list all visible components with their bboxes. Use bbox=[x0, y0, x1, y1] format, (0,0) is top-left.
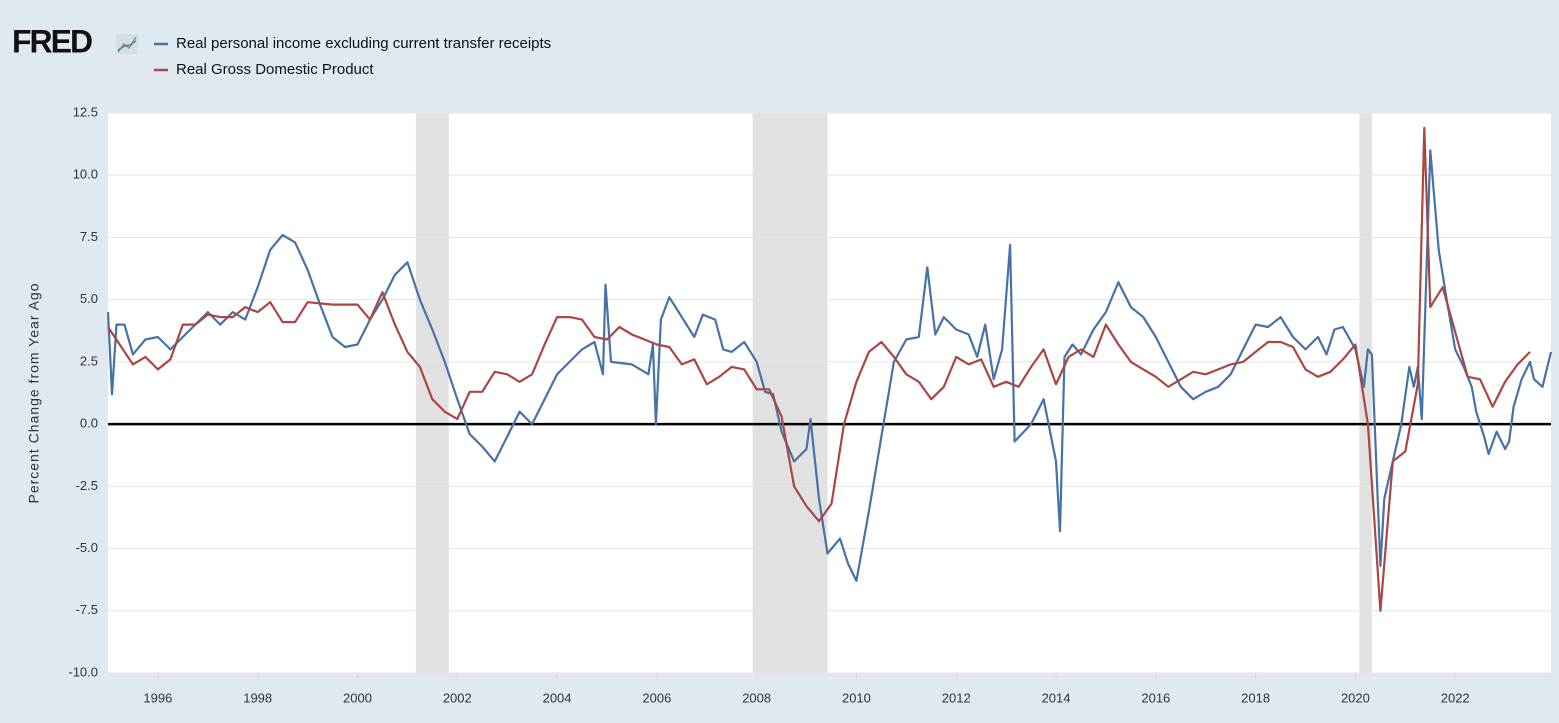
x-tick-label: 2006 bbox=[642, 690, 671, 705]
recession-band bbox=[752, 113, 828, 673]
recession-band bbox=[415, 113, 449, 673]
x-tick-label: 2010 bbox=[842, 690, 871, 705]
y-tick-label: 7.5 bbox=[80, 229, 98, 244]
x-tick-label: 2020 bbox=[1341, 690, 1370, 705]
y-tick-label: 10.0 bbox=[73, 167, 98, 182]
x-tick-label: 2002 bbox=[443, 690, 472, 705]
series-line bbox=[107, 126, 1531, 612]
x-tick-label: 2012 bbox=[942, 690, 971, 705]
x-tick-label: 1996 bbox=[143, 690, 172, 705]
x-tick-label: 2018 bbox=[1241, 690, 1270, 705]
y-tick-label: -7.5 bbox=[76, 602, 98, 617]
y-tick-label: 5.0 bbox=[80, 291, 98, 306]
series-line bbox=[106, 149, 1553, 582]
x-tick-label: 2016 bbox=[1141, 690, 1170, 705]
y-tick-label: 12.5 bbox=[73, 104, 98, 119]
y-tick-label: 2.5 bbox=[80, 353, 98, 368]
y-tick-label: -2.5 bbox=[76, 478, 98, 493]
x-tick-label: 2000 bbox=[343, 690, 372, 705]
x-tick-label: 2008 bbox=[742, 690, 771, 705]
y-tick-label: 0.0 bbox=[80, 416, 98, 431]
legend-label: Real personal income excluding current t… bbox=[176, 35, 551, 52]
plot-area bbox=[108, 113, 1551, 673]
logo: FRED bbox=[12, 23, 92, 59]
x-tick-label: 2014 bbox=[1042, 690, 1071, 705]
y-tick-label: -5.0 bbox=[76, 540, 98, 555]
x-tick-label: 2022 bbox=[1441, 690, 1470, 705]
x-tick-label: 2004 bbox=[543, 690, 572, 705]
y-tick-label: -10.0 bbox=[68, 664, 98, 679]
legend-label: Real Gross Domestic Product bbox=[176, 61, 374, 78]
y-axis-title: Percent Change from Year Ago bbox=[26, 282, 42, 503]
logo-icon bbox=[116, 34, 138, 54]
x-tick-label: 1998 bbox=[243, 690, 272, 705]
recession-band bbox=[1359, 113, 1372, 673]
